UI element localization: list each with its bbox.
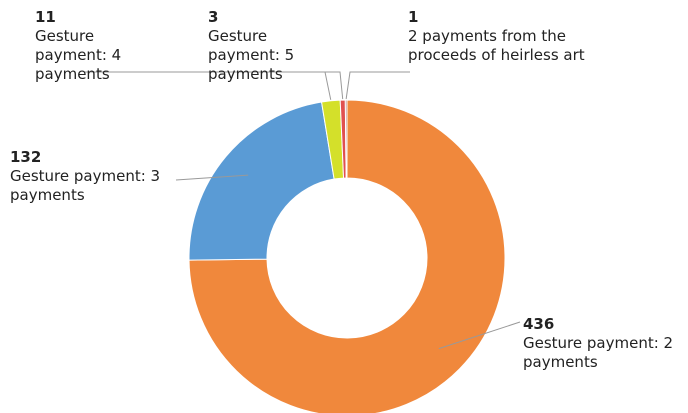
slice [188,99,506,413]
value-label: 11 [35,8,56,26]
category-label: Gesture payment: 4 payments [35,27,122,83]
value-label: 436 [523,315,555,333]
value-label: 3 [208,8,219,26]
category-label: Gesture payment: 5 payments [208,27,295,83]
leader-line [345,71,410,100]
slice [188,101,335,261]
category-label: 2 payments from the proceeds of heirless… [408,27,585,64]
category-label: Gesture payment: 2 payments [523,334,674,371]
category-label: Gesture payment: 3 payments [10,167,161,204]
data-label: 3 Gesture payment: 5 payments [208,8,333,84]
leader-line [290,71,344,100]
data-label: 11 Gesture payment: 4 payments [35,8,160,84]
data-label: 436 Gesture payment: 2 payments [523,315,688,372]
data-label: 132 Gesture payment: 3 payments [10,148,170,205]
value-label: 1 [408,8,419,26]
value-label: 132 [10,148,42,166]
slice [344,99,348,179]
leader-line [175,174,249,181]
leader-line [438,321,521,350]
